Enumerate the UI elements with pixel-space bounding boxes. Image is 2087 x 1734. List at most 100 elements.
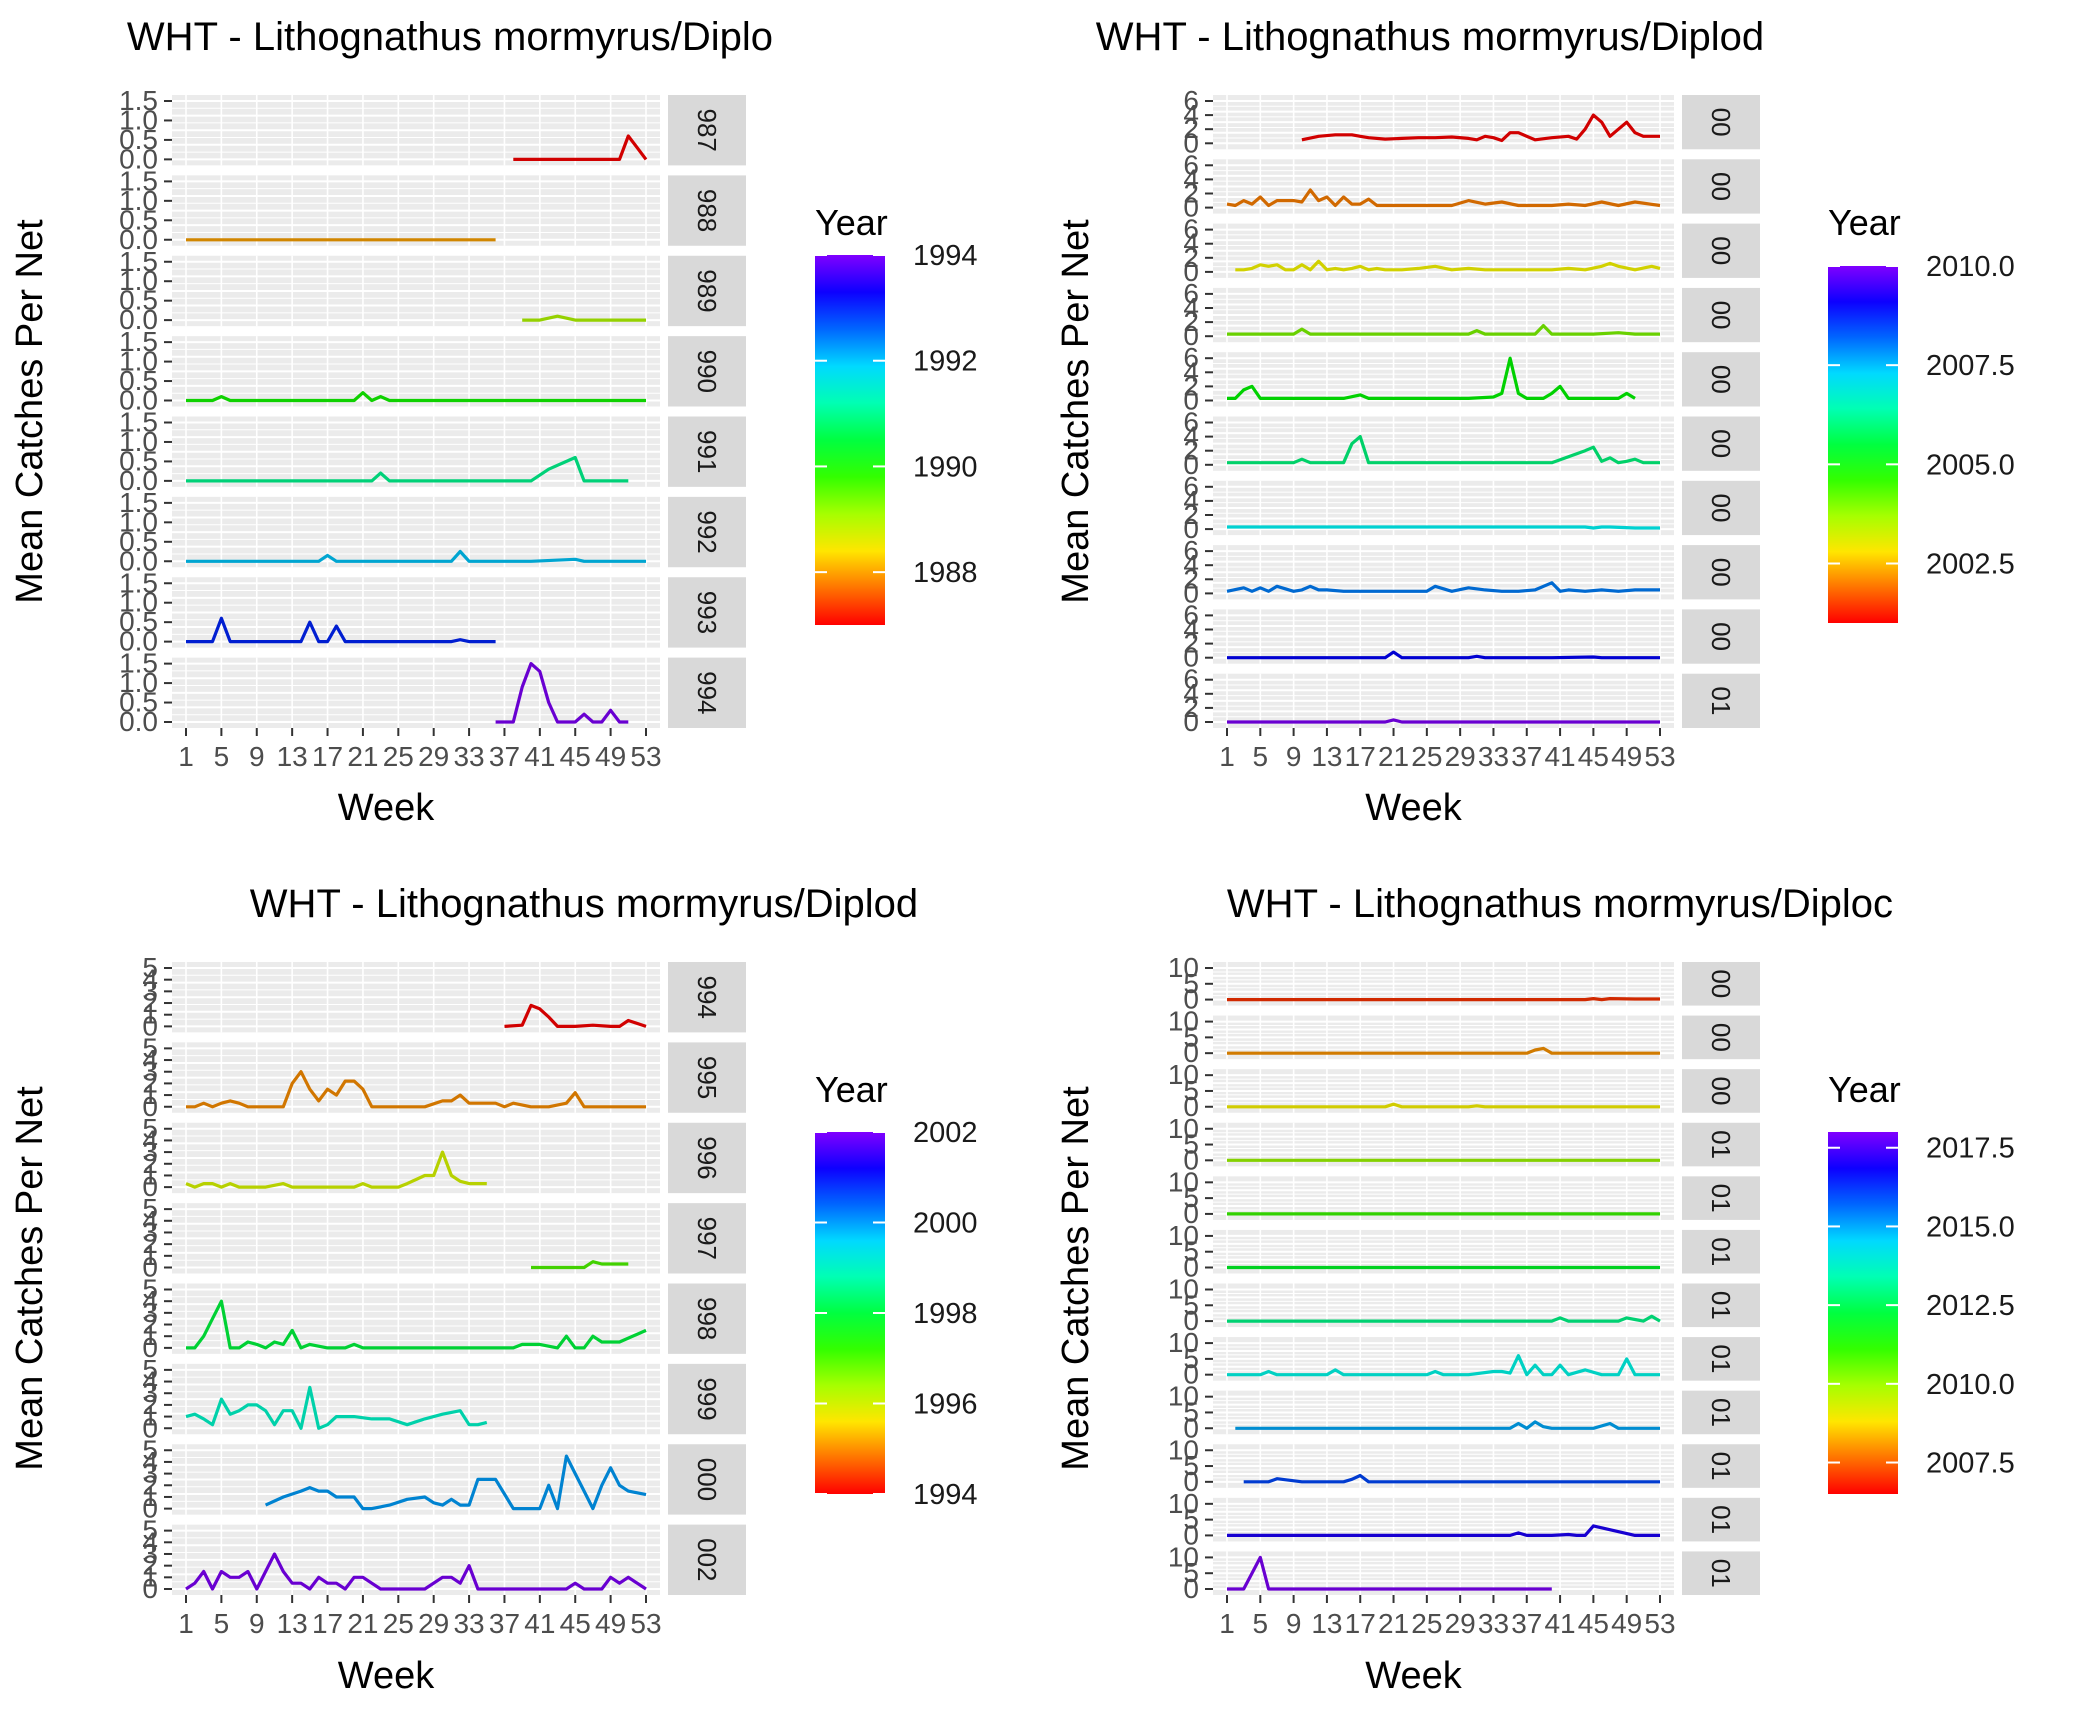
y-tick-label: 0	[1183, 1519, 1199, 1550]
facet-strip-label: 994	[692, 975, 722, 1018]
series-line-1996	[185, 1150, 487, 1189]
y-tick-label: 0.0	[119, 385, 158, 416]
facet-strip-label: 994	[692, 671, 722, 714]
series-line-2006	[1227, 435, 1660, 465]
facet-strip	[1682, 1551, 1760, 1595]
facet-strip-label: 01	[1706, 1291, 1736, 1320]
y-tick-label: 1.5	[119, 567, 158, 598]
legend-tick-label: 2002.5	[1926, 549, 2015, 581]
legend-tick-label: 2002	[913, 1117, 978, 1149]
x-tick-label: 33	[1478, 1608, 1509, 1639]
y-tick-label: 1.0	[119, 667, 158, 698]
series-line-2008	[1227, 1046, 1660, 1055]
x-tick-label: 49	[1611, 1608, 1642, 1639]
facet-strip	[1682, 159, 1760, 214]
facet-strip-label: 01	[1706, 1130, 1736, 1159]
series-line-1995	[186, 1070, 646, 1109]
x-tick-label: 53	[630, 741, 661, 772]
y-tick-label: 0.0	[119, 545, 158, 576]
series-line-2013	[1227, 1314, 1661, 1323]
y-tick-label: 5	[1183, 1236, 1199, 1267]
y-tick-label: 0	[1183, 1252, 1199, 1283]
x-tick-label: 1	[178, 1608, 194, 1639]
facet-strip	[668, 496, 746, 568]
y-tick-label: 4	[142, 964, 158, 995]
y-tick-label: 3	[142, 1458, 158, 1489]
x-tick-label: 49	[595, 1608, 626, 1639]
x-tick-label: 9	[249, 741, 265, 772]
y-tick-label: 0	[142, 1252, 158, 1283]
facet-strip	[1682, 609, 1760, 664]
facet-strip	[668, 1203, 746, 1274]
facet-strip	[668, 255, 746, 327]
y-tick-label: 5	[1183, 1504, 1199, 1535]
y-tick-label: 0	[1183, 1091, 1199, 1122]
series-line-2007	[1227, 996, 1660, 1002]
x-tick-label: 49	[595, 741, 626, 772]
facet-strip	[668, 1524, 746, 1595]
facet-strip	[668, 336, 746, 407]
series-line-2007	[1227, 525, 1660, 530]
facet-strip-label: 000	[692, 1458, 722, 1501]
facet-strip-label: 01	[1706, 1237, 1736, 1266]
x-tick-label: 45	[1578, 741, 1609, 772]
y-tick-label: 1.0	[119, 587, 158, 618]
series-line-1994	[504, 1003, 647, 1029]
facet-strip	[668, 577, 746, 648]
y-tick-label: 2	[1183, 435, 1199, 466]
y-tick-label: 5	[142, 1113, 158, 1144]
legend-tick-label: 2010.0	[1926, 1369, 2015, 1401]
x-tick-label: 21	[1378, 741, 1409, 772]
legend: Year 1988 1990 1992 1994	[815, 202, 978, 625]
x-tick-label: 37	[1511, 1608, 1542, 1639]
x-tick-label: 17	[312, 1608, 343, 1639]
y-tick-label: 6	[1183, 214, 1199, 245]
x-tick-label: 45	[560, 1608, 591, 1639]
legend-tick-label: 1988	[913, 557, 978, 589]
y-tick-label: 0	[1183, 577, 1199, 608]
series-line-2009	[1227, 650, 1660, 660]
facet-1994: 0.00.51.01.5 994	[119, 648, 746, 737]
y-tick-label: 0	[1183, 1305, 1199, 1336]
y-tick-label: 0.0	[119, 304, 158, 335]
y-tick-label: 4	[1183, 614, 1199, 645]
facet-strip	[1682, 95, 1760, 150]
y-tick-label: 4	[1183, 485, 1199, 516]
y-tick-label: 1	[142, 1240, 158, 1271]
y-tick-label: 10	[1168, 1488, 1199, 1519]
x-tick-label: 53	[1644, 1608, 1675, 1639]
y-tick-label: 0	[1183, 449, 1199, 480]
legend-tick-label: 2015.0	[1926, 1211, 2015, 1243]
y-tick-label: 3	[142, 1297, 158, 1328]
y-tick-label: 1	[142, 1079, 158, 1110]
y-tick-label: 4	[142, 1205, 158, 1236]
y-tick-label: 0.5	[119, 445, 158, 476]
y-tick-label: 0.5	[119, 606, 158, 637]
y-tick-label: 0.5	[119, 526, 158, 557]
facet-strip	[1682, 1497, 1760, 1542]
y-tick-label: 4	[1183, 163, 1199, 194]
series-line-2000	[264, 1454, 647, 1511]
y-tick-label: 1.0	[119, 506, 158, 537]
y-tick-label: 0	[1183, 642, 1199, 673]
y-tick-label: 3	[142, 1377, 158, 1408]
y-tick-label: 5	[142, 1193, 158, 1224]
y-tick-label: 4	[1183, 356, 1199, 387]
facet-strip-label: 00	[1706, 429, 1736, 458]
legend-tick-label: 2000	[913, 1208, 978, 1240]
y-tick-label: 4	[142, 1446, 158, 1477]
x-tick-label: 25	[1411, 1608, 1442, 1639]
chart-title: WHT - Lithognathus mormyrus/Diplod	[1096, 15, 1764, 59]
y-tick-label: 5	[1183, 1182, 1199, 1213]
legend-tick-label: 2010.0	[1926, 251, 2015, 283]
